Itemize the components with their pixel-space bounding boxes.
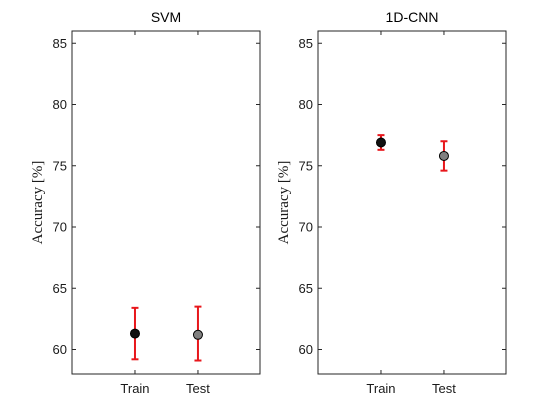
data-point-test (438, 150, 449, 161)
chart-panel-1: SVM 60 65 70 75 80 85 Train Test Accuracy [%] (30, 9, 261, 396)
y-tick-label: 70 (53, 220, 67, 235)
y-tick-label: 85 (53, 36, 67, 51)
x-tick-label: Train (366, 381, 395, 396)
y-tick-label: 80 (53, 97, 67, 112)
y-tick-label: 80 (299, 97, 313, 112)
x-tick-label: Train (120, 381, 149, 396)
chart-title: SVM (151, 9, 181, 25)
x-tick-label: Test (186, 381, 210, 396)
y-axis-label: Accuracy [%] (30, 161, 46, 245)
y-tick-label: 70 (299, 220, 313, 235)
data-point-train (375, 137, 386, 148)
plot-area-frame (71, 30, 261, 375)
plot-area-frame (317, 30, 507, 375)
chart-title: 1D-CNN (386, 9, 439, 25)
y-tick-label: 60 (53, 342, 67, 357)
x-tick-label: Test (432, 381, 456, 396)
y-tick-label: 65 (299, 281, 313, 296)
data-point-test (192, 329, 203, 340)
y-tick-label: 75 (299, 158, 313, 173)
y-axis-label: Accuracy [%] (276, 161, 292, 245)
y-tick-label: 75 (53, 158, 67, 173)
y-tick-label: 60 (299, 342, 313, 357)
y-tick-label: 65 (53, 281, 67, 296)
data-point-train (129, 328, 140, 339)
y-tick-label: 85 (299, 36, 313, 51)
chart-panel-2: 1D-CNN 60 65 70 75 80 85 Train Test Accuracy [%] (276, 9, 507, 396)
